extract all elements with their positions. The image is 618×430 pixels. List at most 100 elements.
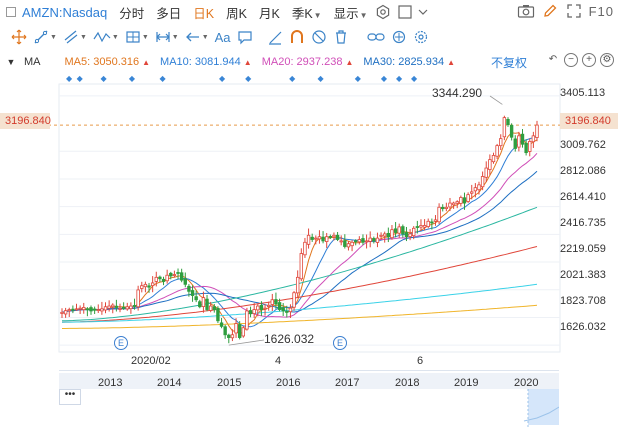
zoom-in-icon[interactable]: +: [582, 53, 596, 67]
text-tool[interactable]: Aa: [214, 29, 231, 45]
high-price-annotation: 3344.290: [432, 86, 483, 100]
candle-body: [499, 138, 503, 147]
candle-body: [121, 306, 126, 309]
magnet-tool[interactable]: [286, 27, 308, 47]
candle-body: [63, 310, 68, 315]
up-arrow-icon: ▲: [243, 58, 252, 67]
symbol-selector[interactable]: AMZN:Nasdaq: [0, 5, 107, 20]
plot-area: [58, 83, 561, 353]
range-tool[interactable]: ▼: [152, 27, 182, 47]
candle-body: [404, 232, 409, 238]
arrow-tool[interactable]: ▼: [182, 27, 212, 47]
timeline-navigator[interactable]: 2013 2014 2015 2016 2017 2018 2019 2020 …: [59, 370, 559, 427]
candle-body: [495, 145, 499, 157]
candle-body: [480, 176, 485, 188]
ma10-label: MA10: 3081.944: [160, 56, 241, 68]
gear-icon: [414, 30, 427, 44]
tab-intraday[interactable]: 分时: [119, 6, 145, 21]
event-marker[interactable]: E: [333, 336, 347, 350]
sync-tool[interactable]: [388, 27, 410, 47]
candle-body: [375, 237, 380, 243]
tab-daily-k[interactable]: 日K: [193, 6, 215, 21]
fullscreen-icon[interactable]: [565, 2, 583, 20]
caret-down-icon: ▼: [171, 33, 179, 41]
candle-body: [92, 308, 97, 311]
line-tool[interactable]: ▼: [30, 27, 60, 47]
candle-body: [194, 296, 198, 301]
candle-body: [82, 307, 86, 310]
camera-icon[interactable]: [517, 2, 535, 20]
candle-body: [111, 304, 115, 308]
tab-weekly-k[interactable]: 周K: [226, 6, 247, 21]
candle-body: [85, 308, 90, 311]
y-tick-label: 1823.708: [560, 295, 606, 307]
ma-line-ma30: [61, 170, 538, 313]
candle-body: [491, 155, 496, 163]
candle-body: [419, 225, 423, 228]
candle-body: [270, 299, 275, 305]
candle-body: [517, 135, 521, 148]
candle-body: [437, 206, 441, 223]
candle-body: [332, 234, 336, 238]
channel-tool[interactable]: ▼: [60, 27, 90, 47]
candle-body: [237, 324, 242, 338]
candle-body: [488, 159, 492, 170]
candle-body: [535, 124, 539, 138]
checkbox-icon[interactable]: [6, 7, 16, 17]
square-toggle-icon[interactable]: [396, 3, 414, 21]
candle-body: [317, 236, 322, 240]
wave-tool[interactable]: ▼: [90, 27, 122, 47]
magnet-icon: [290, 30, 303, 43]
candle-body: [147, 285, 151, 288]
zoom-out-icon[interactable]: −: [564, 53, 578, 67]
hide-drawings-tool[interactable]: [308, 27, 330, 47]
measure-tool[interactable]: ▼: [122, 27, 152, 47]
tab-monthly-k[interactable]: 月K: [258, 6, 280, 21]
dropdown-arrow-icon[interactable]: [414, 3, 432, 21]
candle-body: [473, 187, 478, 192]
candle-body: [125, 306, 129, 310]
event-marker[interactable]: E: [114, 336, 128, 350]
candle-body: [263, 307, 267, 310]
pencil-icon[interactable]: [541, 2, 559, 20]
f10-button[interactable]: F10: [588, 3, 614, 19]
collapse-triangle-icon[interactable]: ▼: [6, 57, 16, 67]
caret-down-icon: ▼: [313, 10, 322, 20]
delete-drawings-tool[interactable]: [330, 27, 352, 47]
undo-icon[interactable]: ↶: [548, 54, 558, 65]
display-menu[interactable]: 显示▼: [334, 3, 368, 22]
settings-small-icon[interactable]: ⚙: [600, 53, 614, 67]
candle-body: [310, 236, 314, 240]
candle-body: [71, 308, 75, 311]
candle-body: [292, 292, 296, 308]
candle-body: [459, 197, 463, 204]
candle-body: [324, 236, 329, 242]
up-arrow-icon: ▲: [345, 58, 354, 67]
symbol-title[interactable]: AMZN:Nasdaq: [22, 4, 108, 20]
indicator-name[interactable]: MA: [24, 56, 41, 68]
candle-body: [89, 307, 93, 312]
link-tool[interactable]: [364, 27, 388, 47]
candle-body: [408, 233, 412, 237]
candle-body: [328, 236, 333, 238]
price-adjust-toggle[interactable]: 不复权: [491, 55, 528, 70]
settings-icon[interactable]: [374, 3, 392, 21]
eraser-tool[interactable]: [264, 27, 286, 47]
candle-body: [372, 238, 376, 242]
ma5-value: MA5: 3050.316 ▲: [65, 56, 151, 68]
wave-icon: [93, 31, 111, 43]
tab-quarterly-k[interactable]: 季K▼: [292, 3, 322, 22]
candle-body: [169, 272, 173, 277]
navigator-menu-button[interactable]: •••: [59, 389, 81, 405]
event-dots-row: ◆ ◆ ◆ ◆ ◆ ◆ ◆ ◆ ◆ ◆ ◆ ◆ ◆: [66, 74, 418, 83]
drawing-settings-tool[interactable]: [410, 27, 432, 47]
y-tick-label: 2021.383: [560, 269, 606, 281]
y-tick-label: 3405.113: [560, 87, 606, 99]
caret-down-icon: ▼: [79, 33, 87, 41]
crosshair-tool[interactable]: [8, 27, 30, 47]
note-tool[interactable]: [234, 27, 256, 47]
candle-body: [295, 276, 300, 294]
tab-multiday[interactable]: 多日: [156, 6, 182, 21]
ma30-value: MA30: 2825.934 ▲: [363, 56, 455, 68]
